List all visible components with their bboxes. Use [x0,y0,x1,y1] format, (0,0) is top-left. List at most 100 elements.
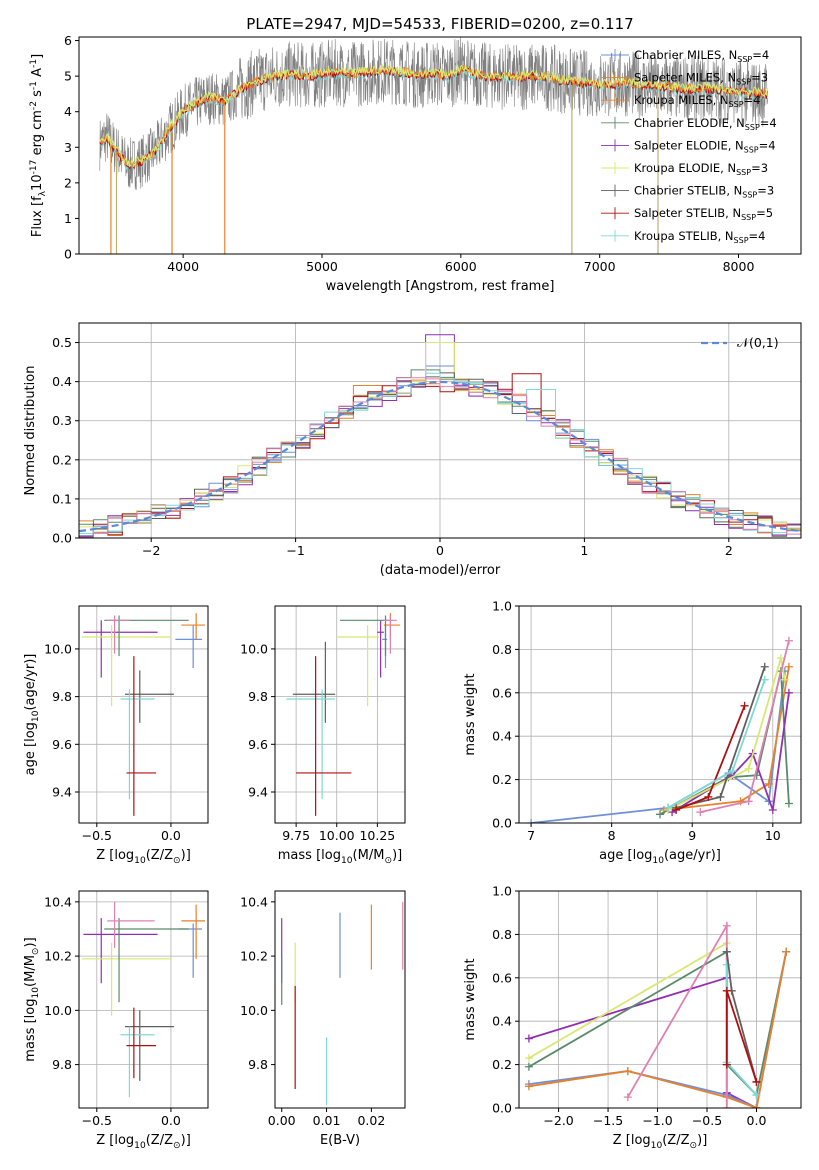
errorbar-point [377,620,384,678]
label-fragment: A [30,68,45,81]
errorbar-point [382,625,388,668]
x-tick-label: 10.25 [359,828,395,843]
residuals-plot-area [79,334,801,538]
weight-point-marker [722,921,731,930]
label-fragment: 10 [31,710,41,722]
errorbar-point [126,1007,157,1079]
weight-point-marker [752,1104,761,1108]
axes-frame [518,890,802,1109]
x-tick-label: −0.5 [82,828,112,843]
errorbar-point [83,918,158,984]
weight-point-marker [784,688,793,697]
errorbar-point [120,1026,155,1098]
x-tick-label: 0.00 [268,1113,296,1128]
label-fragment: (age/yr)] [23,654,38,711]
legend-label-text: Kroupa ELODIE, N [634,161,736,175]
weight-point-marker [668,808,677,817]
legend-label-sub: SSP [734,236,749,245]
weight-series-line [531,670,786,823]
label-fragment: -17 [29,159,39,174]
weight-point-marker [672,805,681,814]
label-fragment: 10 [651,1141,663,1151]
histogram-series [79,377,801,538]
x-tick-label: 5000 [306,259,338,274]
legend-label-text: Kroupa STELIB, N [634,229,734,243]
y-tick-label: 0.0 [492,816,512,831]
axes-frame [274,890,406,1109]
label-fragment: (Z/Z [146,1133,173,1148]
y-tick-label: 1.0 [492,599,512,614]
label-fragment: (Z/Z [662,1133,689,1148]
x-axis-label: Z [log10(Z/Z⊙)] [96,848,191,866]
label-fragment: λ [38,190,48,196]
weight-point-marker [728,766,737,775]
y-tick-label: 10.0 [44,641,72,656]
y-axis-label: mass [log10(M/M⊙)] [23,937,41,1061]
errorbar-point [178,923,203,978]
y-tick-label: 10.4 [240,894,268,909]
label-fragment: 10 [31,987,41,999]
legend-label: Kroupa MILES, NSSP=4 [634,93,760,109]
y-axis-label: Flux [fλ10-17 erg cm-2 s-1 A-1] [29,54,48,237]
errorbar-point [383,613,401,640]
y-tick-label: 10.2 [240,949,268,964]
y-tick-label: 9.6 [248,737,268,752]
x-tick-label: 0.02 [357,1113,385,1128]
axes-frame [518,605,802,824]
y-tick-label: 9.4 [52,785,72,800]
y-tick-label: 0.0 [52,531,72,546]
legend-label-suffix: =3 [751,71,768,85]
x-tick-label: 0 [436,543,444,558]
y-tick-label: 0.3 [52,413,72,428]
errorbar-point [336,625,379,707]
errorbar-point [175,625,203,668]
legend-label-text: Salpeter STELIB, N [634,206,741,220]
x-axis-label: age [log10(age/yr)] [599,848,721,866]
errorbar-point [81,942,171,1016]
figure-title: PLATE=2947, MJD=54533, FIBERID=0200, z=0… [246,15,633,33]
weight-point-marker [768,805,777,814]
x-tick-label: −1 [286,543,304,558]
legend-label-sub: SSP [736,78,751,87]
spectrum-data-line [99,37,768,190]
legend-label-sub: SSP [729,100,744,109]
label-fragment: 10 [341,856,353,866]
label-fragment: )] [23,937,38,947]
y-tick-label: 0.0 [492,1101,512,1116]
label-fragment: Z [log [613,1133,651,1148]
label-fragment: (age/yr)] [664,848,721,863]
y-tick-label: 9.8 [52,689,72,704]
y-tick-label: 0 [64,247,72,262]
label-fragment: ⊙ [173,1141,181,1151]
errorbar-point [383,615,397,654]
label-fragment: mass weight [463,673,478,755]
legend-label-sub: SSP [741,213,756,222]
y-tick-label: 0.5 [52,335,72,350]
weight-point-marker [623,1067,632,1076]
label-fragment: age [log [23,722,38,775]
label-fragment: 10 [652,856,664,866]
errorbar-point [292,641,336,723]
label-fragment: ⊙ [31,947,41,955]
legend-label-sub: SSP [745,123,760,132]
legend-label-sub: SSP [744,145,759,154]
errorbar-point [286,689,336,800]
errorbar-point [126,656,157,816]
y-tick-label: 9.8 [248,1057,268,1072]
x-tick-label: −1.0 [642,1113,672,1128]
legend-label-suffix: =3 [751,161,768,175]
y-tick-label: 9.4 [248,785,268,800]
label-fragment: erg cm [30,110,45,159]
mass_vs_Z-plot-area [81,901,206,1098]
x-tick-label: 0.0 [161,1113,181,1128]
x-tick-label: −1.5 [593,1113,623,1128]
label-fragment: (data-model)/error [380,563,501,578]
label-fragment: )] [181,1133,191,1148]
legend-label: Salpeter MILES, NSSP=3 [634,71,768,87]
legend-label: 𝒩(0,1) [737,335,779,350]
weight-point-marker [752,1077,761,1086]
label-fragment: )] [181,848,191,863]
age_vs_Z-plot-area [81,613,206,816]
